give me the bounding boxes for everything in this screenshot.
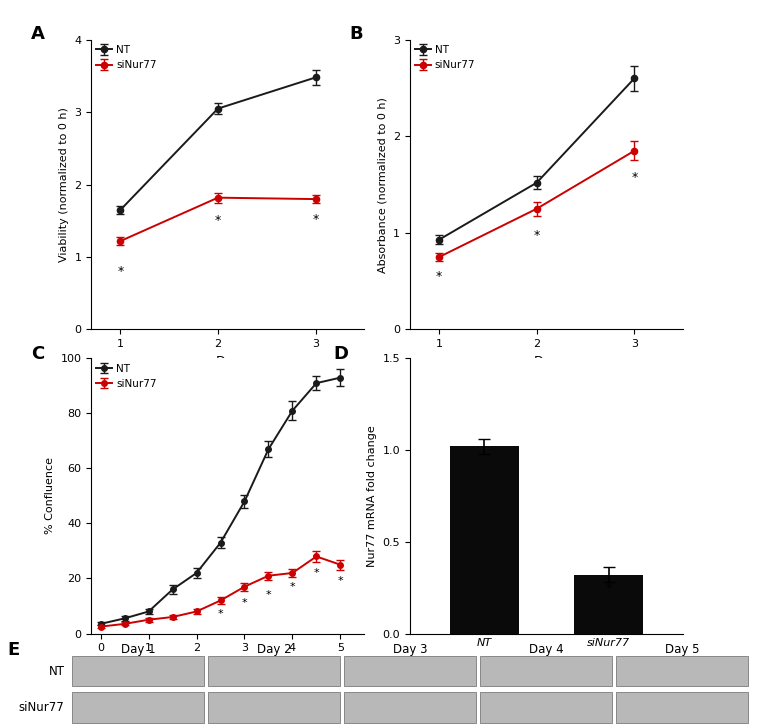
X-axis label: Day: Day (216, 355, 240, 368)
Bar (208, 692, 339, 723)
Text: *: * (313, 213, 319, 226)
Text: *: * (338, 576, 343, 586)
Text: Day 1: Day 1 (121, 643, 155, 656)
Text: *: * (436, 270, 442, 283)
Text: *: * (266, 590, 271, 600)
Text: Day 5: Day 5 (665, 643, 699, 656)
Bar (208, 656, 339, 686)
Bar (575, 575, 643, 634)
Bar (72, 692, 203, 723)
Text: *: * (215, 214, 221, 227)
Bar (480, 692, 612, 723)
Legend: NT, siNur77: NT, siNur77 (96, 363, 156, 389)
Text: *: * (313, 568, 320, 578)
Text: Day 4: Day 4 (528, 643, 563, 656)
Text: B: B (350, 25, 364, 43)
Legend: NT, siNur77: NT, siNur77 (415, 45, 475, 70)
X-axis label: Day: Day (216, 659, 240, 672)
Text: *: * (117, 265, 124, 278)
Text: Day 2: Day 2 (257, 643, 291, 656)
Text: Day 3: Day 3 (392, 643, 427, 656)
Text: *: * (218, 609, 223, 619)
Bar (450, 447, 518, 634)
Text: *: * (606, 582, 612, 595)
X-axis label: Day: Day (534, 355, 559, 368)
Y-axis label: Nur77 mRNA fold change: Nur77 mRNA fold change (367, 425, 377, 567)
Bar (616, 692, 748, 723)
Legend: NT, siNur77: NT, siNur77 (96, 45, 156, 70)
Y-axis label: Absorbance (normalized to 0 h): Absorbance (normalized to 0 h) (377, 97, 387, 272)
Bar (344, 692, 476, 723)
Text: *: * (534, 230, 540, 243)
Text: A: A (31, 25, 45, 43)
Text: D: D (333, 345, 348, 363)
Bar (344, 656, 476, 686)
Text: *: * (290, 581, 295, 592)
Bar (72, 656, 203, 686)
Bar (616, 656, 748, 686)
Y-axis label: Viability (normalized to 0 h): Viability (normalized to 0 h) (58, 107, 68, 262)
Text: C: C (31, 345, 44, 363)
Text: *: * (241, 598, 247, 608)
Text: NT: NT (49, 665, 65, 678)
Y-axis label: % Confluence: % Confluence (45, 458, 55, 534)
Text: E: E (8, 641, 20, 659)
Text: *: * (631, 172, 638, 185)
Bar (480, 656, 612, 686)
Text: siNur77: siNur77 (19, 701, 65, 714)
